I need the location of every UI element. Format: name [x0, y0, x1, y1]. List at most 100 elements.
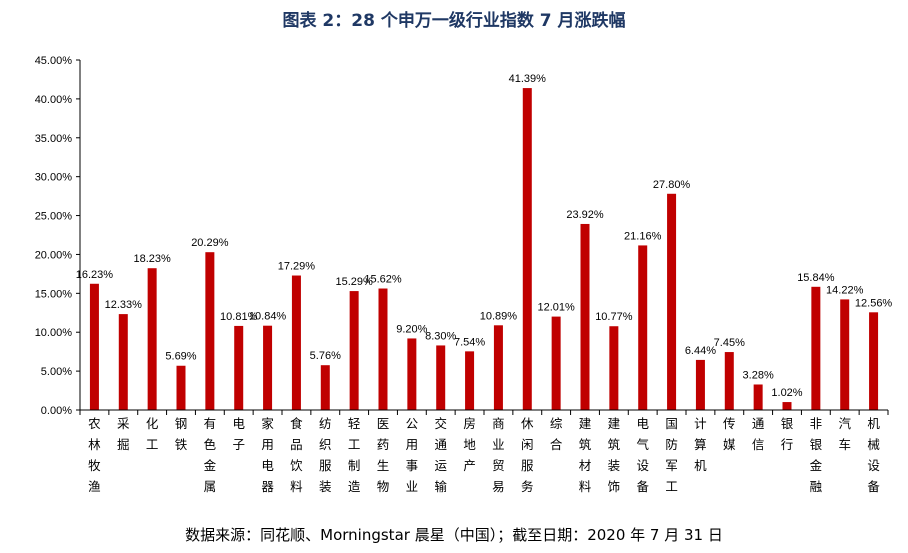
data-label: 17.29%	[278, 261, 316, 273]
bar	[811, 286, 821, 410]
bar	[522, 88, 532, 411]
x-category-label: 电子	[232, 416, 245, 452]
bars-group	[89, 88, 879, 411]
x-category-label: 传媒	[723, 416, 736, 452]
data-label: 21.16%	[624, 230, 662, 242]
x-category-label: 银行	[781, 416, 794, 452]
data-label: 10.77%	[595, 311, 633, 323]
bar	[118, 314, 128, 410]
bar	[580, 223, 590, 410]
data-label: 5.76%	[310, 350, 341, 362]
bar	[551, 316, 561, 410]
x-category-label: 非银金融	[810, 416, 823, 494]
data-label: 10.84%	[249, 311, 287, 323]
data-label: 23.92%	[566, 209, 604, 221]
bar	[667, 193, 677, 410]
data-label: 10.89%	[480, 310, 518, 322]
data-label: 41.39%	[509, 73, 547, 85]
data-label: 20.29%	[191, 237, 229, 249]
bar	[263, 325, 273, 410]
x-category-label: 综合	[550, 416, 563, 452]
data-labels-group: 16.23% 12.33% 18.23% 5.69% 20.29% 10.81%10.84…	[76, 73, 893, 399]
x-category-label: 有色金属	[204, 416, 217, 494]
x-category-label: 公用事业	[406, 416, 419, 494]
bar	[349, 291, 359, 410]
x-category-label: 采掘	[117, 416, 130, 452]
y-tick-label: 35.00%	[35, 133, 73, 145]
bar	[89, 283, 99, 410]
x-category-label: 交通运输	[434, 416, 447, 494]
data-label: 18.23%	[133, 253, 171, 265]
data-label: 6.44%	[685, 345, 716, 357]
x-category-label: 农林牧渔	[88, 416, 101, 494]
x-category-label: 建筑装饰	[608, 416, 621, 494]
x-category-label: 钢铁	[175, 416, 188, 452]
bar	[695, 359, 705, 410]
x-category-label: 房地产	[463, 416, 476, 473]
data-label: 3.28%	[743, 369, 774, 381]
chart-title: 图表 2：28 个申万一级行业指数 7 月涨跌幅	[282, 11, 626, 31]
data-label: 14.22%	[826, 284, 864, 296]
bar	[753, 384, 763, 410]
bar	[147, 268, 157, 410]
y-tick-label: 0.00%	[41, 405, 72, 417]
bar	[782, 402, 792, 410]
bar	[465, 351, 475, 410]
x-category-label: 医药生物	[377, 416, 390, 494]
bar	[205, 252, 215, 410]
bar	[176, 365, 186, 410]
bar	[638, 245, 648, 410]
x-category-label: 纺织服装	[319, 416, 332, 494]
x-category-label: 电气设备	[636, 416, 649, 494]
y-tick-label: 20.00%	[35, 249, 73, 261]
data-label: 15.84%	[797, 272, 835, 284]
data-label: 15.29%	[335, 276, 373, 288]
x-category-label: 休闲服务	[521, 416, 534, 494]
y-tick-label: 30.00%	[35, 172, 73, 184]
y-tick-label: 15.00%	[35, 288, 73, 300]
x-category-label: 机械设备	[867, 416, 880, 494]
data-label: 9.20%	[396, 323, 427, 335]
x-category-label: 建筑材料	[579, 416, 592, 494]
y-tick-label: 40.00%	[35, 94, 73, 106]
bar	[609, 326, 619, 410]
y-tick-label: 25.00%	[35, 211, 73, 223]
source-note: 数据来源：同花顺、Morningstar 晨星（中国）；截至日期：2020 年 …	[185, 526, 723, 544]
data-label: 7.45%	[714, 337, 745, 349]
bar	[378, 288, 388, 410]
x-category-label: 计算机	[694, 416, 707, 473]
data-label: 10.81%	[220, 311, 258, 323]
data-label: 5.69%	[165, 351, 196, 363]
x-category-label: 国防军工	[665, 416, 678, 494]
x-category-label: 家用电器	[261, 416, 274, 494]
x-category-label: 汽车	[838, 416, 851, 452]
bar	[291, 275, 301, 410]
data-label: 7.54%	[454, 336, 485, 348]
bar	[407, 338, 417, 410]
y-tick-label: 5.00%	[41, 366, 72, 378]
x-category-label: 商业贸易	[492, 416, 505, 494]
data-label: 1.02%	[771, 387, 802, 399]
data-label: 12.33%	[105, 299, 143, 311]
x-category-label: 食品饮料	[290, 416, 303, 494]
bar	[234, 325, 244, 410]
bar	[320, 365, 330, 410]
y-tick-label: 45.00%	[35, 55, 73, 67]
y-axis: 0.00% 5.00% 10.00% 15.00% 20.00% 25.00% 30.00%…	[35, 55, 81, 417]
y-tick-label: 10.00%	[35, 327, 73, 339]
x-category-label: 通信	[752, 416, 765, 452]
data-label: 12.56%	[855, 297, 893, 309]
x-category-label: 化工	[146, 416, 159, 452]
data-label: 16.23%	[76, 269, 114, 281]
bar	[493, 325, 503, 410]
bar	[724, 352, 734, 410]
data-label: 12.01%	[537, 302, 575, 314]
bar	[436, 345, 446, 410]
x-category-label: 轻工制造	[348, 416, 361, 494]
data-label: 27.80%	[653, 179, 691, 191]
bar	[840, 299, 850, 410]
bar	[869, 312, 879, 410]
data-label: 8.30%	[425, 330, 456, 342]
